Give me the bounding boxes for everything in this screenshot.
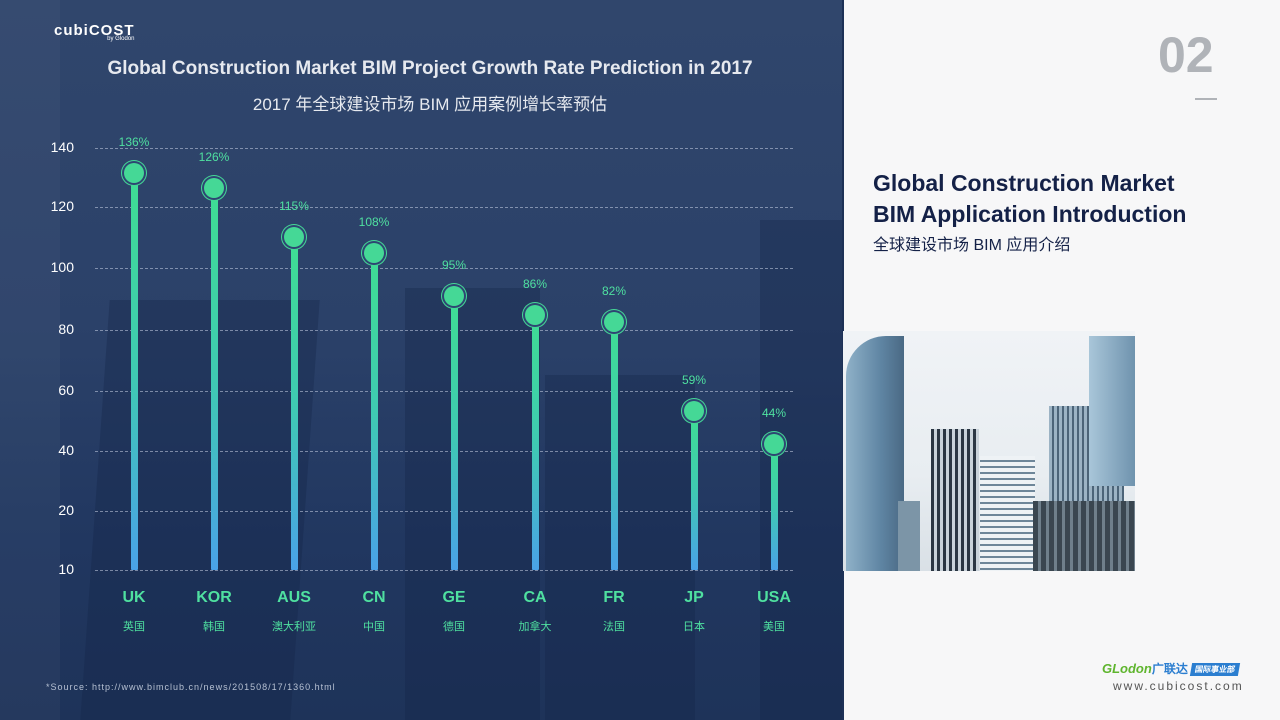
value-label: 44%: [761, 406, 787, 420]
section-title-cn: 全球建设市场 BIM 应用介绍: [873, 237, 1071, 254]
x-category-label: CA: [523, 589, 547, 606]
section-title-line1: Global Construction Market: [873, 170, 1175, 196]
data-point-marker[interactable]: [124, 163, 144, 183]
value-label: 82%: [601, 284, 627, 298]
x-category-label: USA: [757, 589, 791, 606]
value-label: 108%: [358, 215, 390, 229]
photo-building: [980, 456, 1035, 571]
logo-text: cubiCOST: [54, 22, 135, 39]
x-category-label-cn: 加拿大: [518, 621, 552, 633]
page-number-underline: [1195, 98, 1217, 100]
photo-building: [1089, 336, 1135, 486]
value-label: 59%: [681, 373, 707, 387]
x-category-label: FR: [603, 589, 625, 606]
y-tick-label: 20: [58, 502, 74, 518]
cubicost-logo: cubiCOST by Glodon: [54, 22, 135, 42]
bar-stem: [131, 173, 138, 570]
section-title: Global Construction Market BIM Applicati…: [873, 168, 1186, 230]
data-point-marker[interactable]: [444, 286, 464, 306]
data-point-marker[interactable]: [684, 401, 704, 421]
x-category-label: UK: [122, 589, 146, 606]
photo-building: [931, 429, 979, 571]
chart-title: Global Construction Market BIM Project G…: [107, 58, 753, 79]
x-category-label: JP: [684, 589, 704, 606]
value-label: 86%: [522, 277, 548, 291]
value-label: 115%: [279, 199, 309, 213]
bg-building: [405, 288, 540, 720]
x-category-label-cn: 美国: [763, 621, 785, 633]
photo-building: [898, 501, 920, 571]
data-point-marker[interactable]: [604, 312, 624, 332]
data-point-marker[interactable]: [364, 243, 384, 263]
skyscrapers-photo: [843, 331, 1135, 571]
logo-subtext: by Glodon: [107, 36, 135, 42]
y-tick-label: 80: [58, 321, 74, 337]
bar-stem: [451, 296, 458, 570]
value-label: 95%: [441, 258, 467, 272]
source-note: *Source: http://www.bimclub.cn/news/2015…: [46, 682, 336, 692]
bg-building: [80, 300, 320, 720]
section-title-line2: BIM Application Introduction: [873, 201, 1187, 227]
data-point-marker[interactable]: [284, 227, 304, 247]
gridline: [95, 391, 793, 392]
x-category-label-cn: 日本: [683, 621, 705, 633]
y-tick-label: 60: [58, 382, 74, 398]
page-number: 02: [1158, 27, 1214, 83]
value-label: 136%: [118, 135, 150, 149]
brand-name-cn: 广联达: [1151, 662, 1188, 676]
data-point-marker[interactable]: [525, 305, 545, 325]
gridline: [95, 570, 793, 571]
gridline: [95, 268, 793, 269]
chart-panel: cubiCOST by Glodon Global Construction M…: [0, 0, 842, 720]
x-category-label-cn: 韩国: [203, 621, 225, 633]
chart-subtitle: 2017 年全球建设市场 BIM 应用案例增长率预估: [252, 95, 608, 114]
brand-tag: 国际事业部: [1189, 663, 1240, 677]
x-category-label-cn: 法国: [603, 621, 625, 633]
y-tick-label: 100: [50, 259, 74, 275]
x-category-label-cn: 英国: [123, 621, 145, 633]
bg-building: [545, 375, 695, 720]
gridline: [95, 330, 793, 331]
x-category-label-cn: 澳大利亚: [272, 621, 316, 633]
y-tick-label: 140: [50, 139, 74, 155]
glodon-logo: GLodon广联达 国际事业部: [1102, 660, 1240, 677]
photo-building: [1033, 501, 1135, 571]
bar-stem: [211, 188, 218, 570]
website-link[interactable]: www.cubicost.com: [1113, 679, 1244, 693]
gridline: [95, 511, 793, 512]
bar-stem: [771, 444, 778, 570]
gridline: [95, 207, 793, 208]
bar-stem: [532, 315, 539, 570]
x-category-label: KOR: [196, 589, 232, 606]
x-category-label: CN: [362, 589, 386, 606]
gridline: [95, 148, 793, 149]
bar-stem: [691, 411, 698, 570]
bar-stem: [291, 237, 298, 570]
x-category-label-cn: 中国: [363, 621, 385, 633]
data-point-marker[interactable]: [204, 178, 224, 198]
gridline: [95, 451, 793, 452]
value-label: 126%: [198, 150, 230, 164]
y-tick-label: 10: [58, 561, 74, 577]
data-point-marker[interactable]: [764, 434, 784, 454]
bar-stem: [371, 253, 378, 570]
photo-building: [846, 336, 904, 571]
bar-stem: [611, 322, 618, 570]
brand-name: GLodon: [1102, 661, 1152, 676]
y-tick-label: 40: [58, 442, 74, 458]
x-category-label: AUS: [277, 589, 311, 606]
x-category-label: GE: [442, 589, 466, 606]
y-tick-label: 120: [50, 198, 74, 214]
x-category-label-cn: 德国: [443, 621, 465, 633]
